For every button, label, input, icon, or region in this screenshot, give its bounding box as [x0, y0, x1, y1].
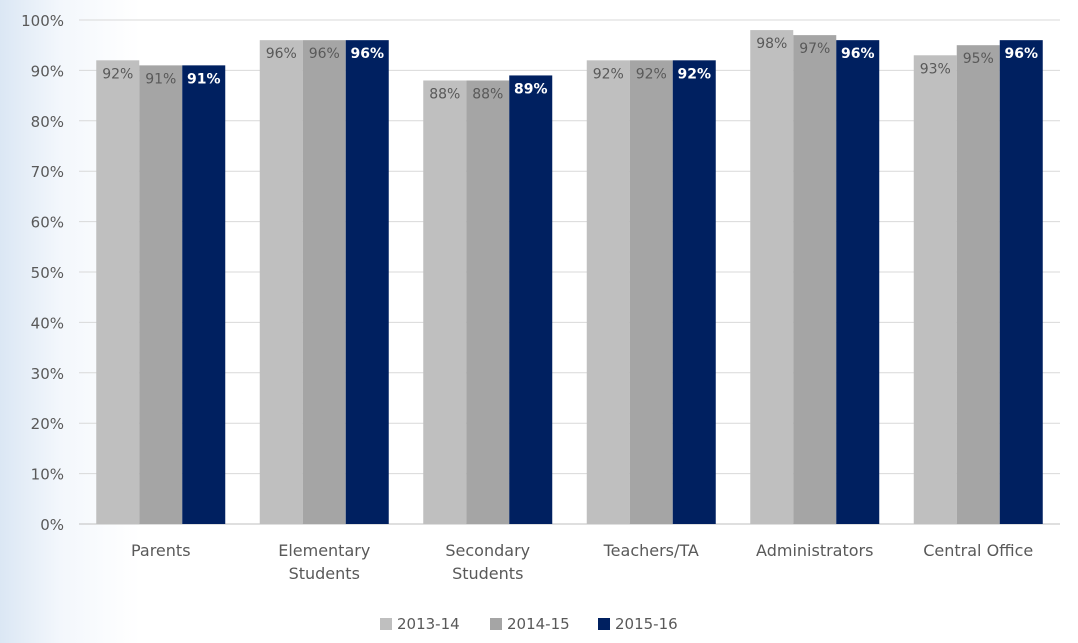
data-label: 96%: [350, 46, 384, 62]
data-labels: 92% 96% 88% 92% 98% 93% 91% 96% 88% 92% 97% 95% 91% 9…: [102, 36, 1038, 102]
data-label: 93%: [920, 61, 951, 77]
data-label: 91%: [145, 71, 176, 87]
bar-2013-14-2: [423, 80, 467, 524]
bar-2014-15-1: [302, 40, 346, 524]
legend-swatch: [598, 618, 610, 630]
bar-2013-14-3: [586, 60, 630, 524]
data-label: 96%: [309, 46, 340, 62]
legend-label: 2014-15: [507, 615, 570, 633]
x-tick-label: Students: [452, 564, 523, 583]
y-tick-label: 20%: [31, 415, 64, 433]
bar-2015-16-2: [509, 75, 553, 524]
x-tick-label: Parents: [131, 541, 191, 560]
gridlines: [79, 19, 1060, 525]
bars: [96, 30, 1043, 525]
legend-swatch: [380, 618, 392, 630]
data-label: 97%: [799, 41, 830, 57]
bar-2013-14-1: [259, 40, 303, 524]
legend-swatch: [490, 618, 502, 630]
data-label: 92%: [677, 66, 711, 82]
bar-2013-14-4: [750, 30, 794, 525]
bar-2014-15-3: [629, 60, 673, 524]
y-axis-tick-labels: 0% 10% 20% 30% 40% 50% 60% 70% 80% 90% 100%: [21, 12, 64, 534]
bar-2015-16-1: [345, 40, 389, 524]
y-tick-label: 50%: [31, 264, 64, 282]
data-label: 92%: [636, 66, 667, 82]
legend: 2013-14 2014-15 2015-16: [380, 615, 678, 633]
x-tick-label: Teachers/TA: [603, 541, 699, 560]
x-tick-label: Central Office: [923, 541, 1033, 560]
data-label: 88%: [429, 86, 460, 102]
bar-2014-15-0: [139, 65, 183, 525]
bar-2015-16-5: [999, 40, 1043, 524]
bar-2014-15-5: [956, 45, 1000, 524]
bar-2013-14-5: [913, 55, 957, 524]
data-label: 96%: [1004, 46, 1038, 62]
y-tick-label: 10%: [31, 466, 64, 484]
y-tick-label: 60%: [31, 214, 64, 232]
bar-2015-16-3: [672, 60, 716, 524]
data-label: 96%: [841, 46, 875, 62]
y-tick-label: 0%: [40, 516, 64, 534]
y-tick-label: 100%: [21, 12, 64, 30]
x-tick-label: Elementary: [278, 541, 370, 560]
x-tick-label: Administrators: [756, 541, 873, 560]
legend-label: 2015-16: [615, 615, 678, 633]
y-tick-label: 70%: [31, 163, 64, 181]
y-tick-label: 30%: [31, 365, 64, 383]
data-label: 98%: [756, 36, 787, 52]
data-label: 89%: [514, 81, 548, 97]
bar-2014-15-4: [793, 35, 837, 525]
y-tick-label: 90%: [31, 62, 64, 80]
data-label: 95%: [963, 51, 994, 67]
x-axis-tick-labels: Parents Elementary Students Secondary Studen…: [131, 541, 1033, 583]
x-tick-label: Secondary: [445, 541, 530, 560]
data-label: 91%: [187, 71, 221, 87]
bar-2015-16-4: [836, 40, 880, 524]
bar-2013-14-0: [96, 60, 140, 524]
legend-label: 2013-14: [397, 615, 460, 633]
y-tick-label: 40%: [31, 314, 64, 332]
bar-2015-16-0: [182, 65, 226, 525]
x-tick-label: Students: [289, 564, 360, 583]
data-label: 88%: [472, 86, 503, 102]
y-tick-label: 80%: [31, 113, 64, 131]
data-label: 92%: [593, 66, 624, 82]
data-label: 92%: [102, 66, 133, 82]
bar-2014-15-2: [466, 80, 510, 524]
data-label: 96%: [266, 46, 297, 62]
